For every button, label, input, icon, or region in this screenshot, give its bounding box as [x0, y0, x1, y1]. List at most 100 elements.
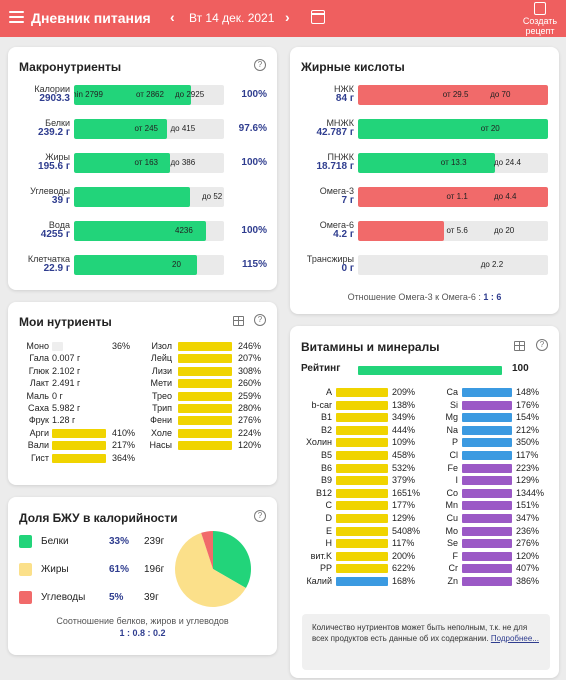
omega-ratio-label: Отношение Омега-3 к Омега-6 — [347, 292, 476, 302]
create-recipe-button[interactable]: Создать рецепт — [516, 2, 564, 36]
vitamin-bar — [462, 564, 512, 574]
vitamin-bar — [462, 514, 512, 523]
progress-track: от 20 — [358, 119, 548, 139]
nutrient-value: 2.102 г — [52, 365, 81, 376]
vitamin-name: Mn — [445, 500, 458, 511]
progress-tick: от 20 — [480, 124, 500, 133]
nutrient-name: Фрук — [28, 415, 49, 426]
vitamin-value: 151% — [516, 500, 540, 511]
vitamin-row: Co 1344% — [422, 487, 552, 499]
rating-value: 100 — [512, 363, 529, 374]
vitamin-value: 532% — [392, 462, 416, 473]
vitamin-value: 407% — [516, 563, 540, 574]
vitamin-name: Cu — [446, 513, 458, 523]
vitamin-name: B5 — [320, 450, 332, 460]
vitamin-value: 349% — [392, 412, 416, 423]
nutrient-label: НЖК 84 г — [296, 84, 354, 104]
nutrient-value: 259% — [238, 390, 262, 401]
progress-fill — [358, 221, 444, 241]
pie-slice-Углеводы — [201, 531, 213, 569]
nutrient-bar — [178, 428, 232, 438]
legend-swatch — [19, 563, 32, 576]
bju-legend-row: Жиры 61% 196г — [19, 563, 169, 577]
nutrient-value: 120% — [238, 440, 262, 451]
percent-value: 115% — [241, 259, 267, 270]
menu-icon[interactable] — [9, 11, 24, 23]
vitamin-bar — [336, 526, 388, 536]
vitamin-value: 212% — [516, 424, 540, 435]
progress-fill — [74, 85, 191, 105]
nutrient-name: Моно — [26, 341, 49, 351]
nutrient-value: 364% — [112, 452, 136, 463]
progress-tick: от 163 — [134, 158, 159, 167]
next-day-button[interactable]: › — [285, 9, 290, 25]
vitamin-value: 276% — [516, 538, 540, 549]
calendar-icon[interactable] — [311, 10, 325, 24]
nutrient-label: Калории 2903.3 — [14, 84, 70, 104]
vitamin-value: 120% — [516, 550, 540, 561]
progress-track: от 163 до 386 — [74, 153, 224, 173]
progress-track: 4236 — [74, 221, 224, 241]
nutrient-name: ПНЖК — [327, 152, 354, 162]
nutrient-bar — [178, 404, 232, 413]
legend-grams: 239г — [144, 536, 165, 547]
nutrient-value: 207% — [238, 353, 262, 364]
nutrient-name: Насы — [149, 440, 172, 451]
pie-slice-Белки — [213, 531, 251, 588]
nutrient-bar — [52, 453, 106, 463]
nutrient-value: 280% — [238, 403, 262, 413]
bju-pie-chart — [175, 531, 251, 607]
nutrient-row: Лакт 2.491 г — [14, 377, 144, 389]
vitamin-value: 148% — [516, 387, 540, 397]
bju-legend-row: Углеводы 5% 39г — [19, 591, 169, 605]
nutrient-name: Белки — [45, 118, 70, 128]
nutrient-value: 7 г — [341, 195, 354, 206]
nutrient-bar — [178, 391, 232, 401]
progress-tick: до 52 — [202, 192, 223, 201]
nutrient-name: Лакт — [29, 378, 49, 389]
table-icon[interactable] — [514, 341, 525, 351]
nutrient-label: Омега-6 4.2 г — [296, 220, 354, 240]
help-icon[interactable]: ? — [254, 314, 266, 326]
nutrient-row: Маль 0 г — [14, 390, 144, 402]
nutrient-row: Трип 280% — [136, 402, 266, 414]
nutrient-value: 1.28 г — [52, 415, 76, 426]
vitamin-row: вит.K 200% — [296, 550, 426, 562]
prev-day-button[interactable]: ‹ — [170, 9, 175, 25]
vitamin-bar — [462, 388, 512, 397]
help-icon[interactable]: ? — [254, 510, 266, 522]
nutrient-row: Моно 36% — [14, 340, 144, 352]
nutrient-row: Фрук 1.28 г — [14, 414, 144, 426]
vitamin-bar — [336, 438, 388, 448]
nutrient-name: Трео — [151, 390, 172, 401]
table-icon[interactable] — [233, 316, 244, 326]
current-date[interactable]: Вт 14 дек. 2021 — [189, 11, 275, 25]
nutrient-name: Омега-6 — [319, 220, 354, 230]
vitamin-bar — [336, 539, 388, 549]
nutrient-value: 276% — [238, 415, 262, 426]
rating-bar — [358, 366, 502, 375]
bju-card: Доля БЖУ в калорийности ? Соотношение бе… — [8, 497, 277, 655]
vitamin-bar — [336, 476, 388, 486]
nutrient-value: 4.2 г — [333, 229, 354, 240]
nutrient-value: 246% — [238, 341, 262, 351]
help-icon[interactable]: ? — [254, 59, 266, 71]
nutrient-bar — [178, 379, 232, 389]
vitamin-row: B12 1651% — [296, 487, 426, 499]
my-nutrients-title: Мои нутриенты — [19, 315, 112, 329]
nutrient-name: Гист — [30, 452, 49, 463]
legend-swatch — [19, 591, 32, 604]
progress-track: до 52 — [74, 187, 224, 207]
legend-grams: 196г — [144, 564, 165, 575]
more-link[interactable]: Подробнее... — [490, 634, 539, 643]
vitamin-name: B12 — [315, 487, 332, 498]
vitamin-row: Na 212% — [422, 424, 552, 436]
nutrient-value: 18.718 г — [316, 161, 354, 172]
vitamin-name: B1 — [320, 412, 332, 423]
nutrient-name: Холе — [151, 427, 172, 438]
vitamin-row: B2 444% — [296, 424, 426, 436]
help-icon[interactable]: ? — [536, 339, 548, 351]
percent-value: 97.6% — [238, 123, 267, 134]
progress-tick: min 2799 — [74, 90, 103, 99]
nutrient-value: 2903.3 — [39, 93, 70, 104]
